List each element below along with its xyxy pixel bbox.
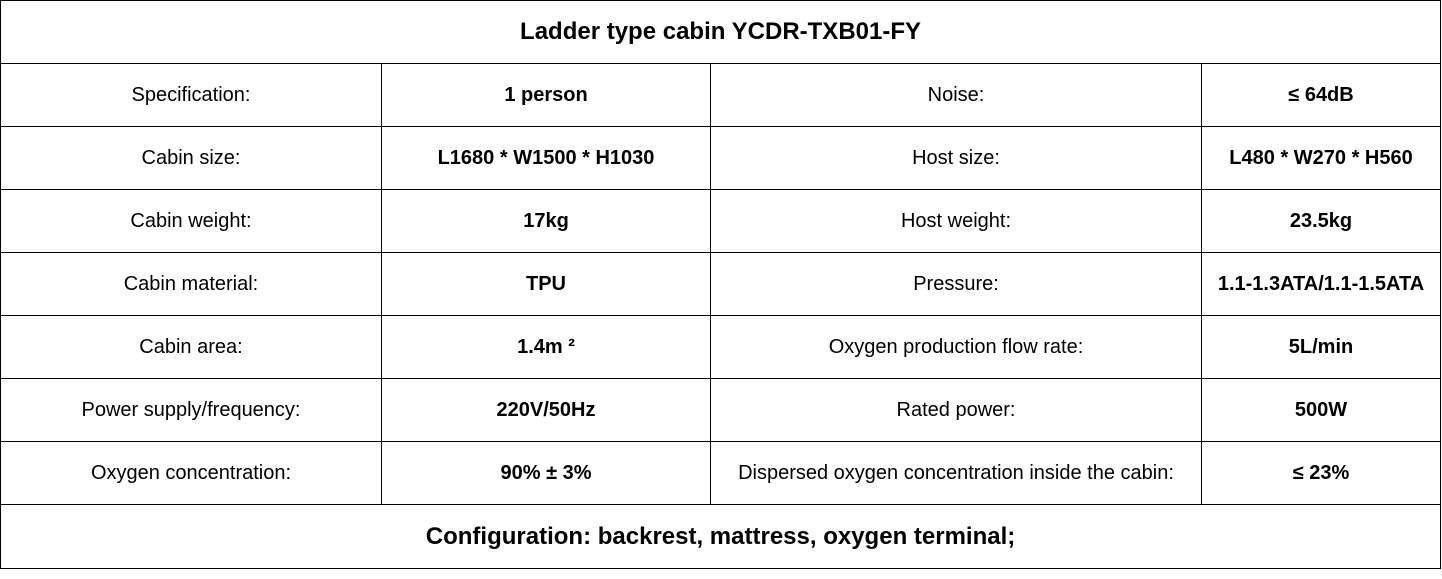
spec-row: Power supply/frequency: 220V/50Hz Rated po…: [0, 378, 1442, 442]
spec-row: Cabin area: 1.4m ² Oxygen production flow …: [0, 315, 1442, 379]
spec-value: 1 person: [381, 63, 711, 127]
spec-value: 220V/50Hz: [381, 378, 711, 442]
table-title: Ladder type cabin YCDR-TXB01-FY: [0, 0, 1442, 64]
spec-value: ≤ 23%: [1200, 441, 1442, 505]
spec-value: 23.5kg: [1200, 189, 1442, 253]
spec-label: Specification:: [0, 63, 382, 127]
spec-label: Cabin area:: [0, 315, 382, 379]
spec-row: Cabin size: L1680 * W1500 * H1030 Host siz…: [0, 126, 1442, 190]
spec-row: Oxygen concentration: 90% ± 3% Dispersed o…: [0, 441, 1442, 505]
spec-label: Oxygen production flow rate:: [710, 315, 1202, 379]
spec-label: Noise:: [710, 63, 1202, 127]
spec-value: ≤ 64dB: [1200, 63, 1442, 127]
spec-value: 5L/min: [1200, 315, 1442, 379]
spec-row: Specification: 1 person Noise: ≤ 64dB: [0, 63, 1442, 127]
title-row: Ladder type cabin YCDR-TXB01-FY: [0, 0, 1442, 64]
spec-label: Pressure:: [710, 252, 1202, 316]
spec-value: TPU: [381, 252, 711, 316]
spec-value: 1.1-1.3ATA/1.1-1.5ATA: [1200, 252, 1442, 316]
spec-label: Power supply/frequency:: [0, 378, 382, 442]
spec-label: Cabin weight:: [0, 189, 382, 253]
spec-label: Cabin size:: [0, 126, 382, 190]
footer-row: Configuration: backrest, mattress, oxyge…: [0, 504, 1442, 569]
configuration-text: Configuration: backrest, mattress, oxyge…: [0, 504, 1442, 569]
spec-value: 17kg: [381, 189, 711, 253]
spec-label: Host size:: [710, 126, 1202, 190]
spec-label: Dispersed oxygen concentration inside th…: [710, 441, 1202, 505]
spec-label: Oxygen concentration:: [0, 441, 382, 505]
spec-label: Cabin material:: [0, 252, 382, 316]
spec-value: 90% ± 3%: [381, 441, 711, 505]
spec-label: Host weight:: [710, 189, 1202, 253]
spec-row: Cabin weight: 17kg Host weight: 23.5kg: [0, 189, 1442, 253]
spec-value: 500W: [1200, 378, 1442, 442]
spec-row: Cabin material: TPU Pressure: 1.1-1.3ATA/1.…: [0, 252, 1442, 316]
spec-label: Rated power:: [710, 378, 1202, 442]
spec-value: L480 * W270 * H560: [1200, 126, 1442, 190]
spec-value: L1680 * W1500 * H1030: [381, 126, 711, 190]
spec-value: 1.4m ²: [381, 315, 711, 379]
